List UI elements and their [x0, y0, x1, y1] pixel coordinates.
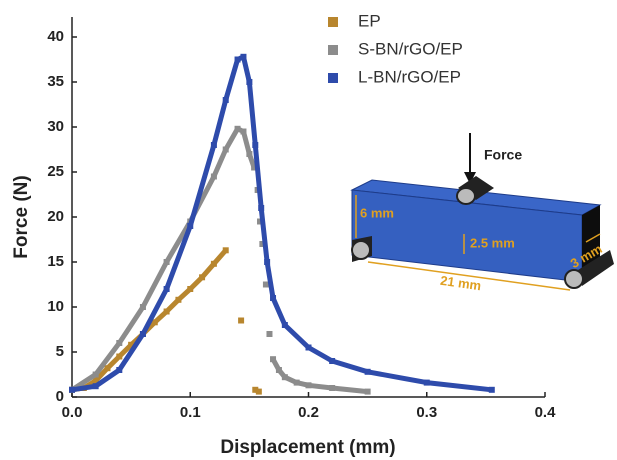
point [187, 286, 194, 292]
y-tick-label: 20 [47, 208, 64, 225]
legend-label: L-BN/rGO/EP [358, 67, 461, 86]
point [270, 356, 277, 363]
y-tick-label: 15 [47, 253, 64, 270]
point [423, 379, 430, 386]
point [199, 274, 206, 281]
point [305, 344, 312, 351]
legend-marker [328, 45, 338, 55]
point [222, 97, 229, 103]
point [210, 173, 217, 180]
point [139, 304, 146, 310]
point [92, 383, 99, 390]
y-tick-label: 35 [47, 73, 64, 90]
point [264, 259, 271, 265]
point [116, 353, 123, 360]
inset-diagram: Force 6 mm 2.5 mm 21 mm 3 mm [350, 133, 614, 294]
x-tick-label: 0.0 [62, 404, 83, 421]
y-tick-label: 40 [47, 28, 64, 45]
dimension-lines [355, 195, 601, 291]
x-tick-label: 0.2 [298, 404, 319, 421]
length-label: 21 mm [439, 273, 482, 294]
x-axis-title: Displacement (mm) [220, 437, 395, 458]
point [92, 377, 99, 384]
y-axis-title: Force (N) [11, 175, 32, 258]
point [222, 146, 229, 153]
point [329, 358, 336, 364]
point [252, 386, 259, 393]
point [210, 142, 217, 148]
point [364, 388, 371, 395]
point [259, 241, 266, 247]
height-label: 6 mm [360, 205, 394, 220]
point [246, 151, 253, 157]
point [251, 164, 258, 171]
point [116, 367, 123, 373]
point [281, 374, 288, 381]
point [275, 367, 282, 373]
force-label: Force [484, 147, 522, 163]
point [252, 142, 259, 148]
point [163, 259, 170, 265]
plot-area: 0.0 0.1 0.2 0.3 0.4 0 5 10 15 20 25 30 35 40 [47, 17, 556, 421]
y-tick-label: 5 [56, 343, 64, 360]
point [175, 296, 182, 303]
point [255, 388, 262, 395]
legend-marker [328, 73, 338, 83]
y-tick-label: 30 [47, 118, 64, 135]
point [139, 331, 146, 337]
point [128, 341, 135, 348]
y-tick-label: 0 [56, 388, 64, 405]
point [187, 223, 194, 229]
y-tick-label: 10 [47, 298, 64, 315]
force-arrowhead [464, 172, 476, 184]
point [281, 322, 288, 328]
point [293, 379, 300, 386]
point [257, 218, 264, 225]
point [488, 386, 495, 393]
legend-marker [328, 17, 338, 27]
point [258, 205, 265, 211]
point [266, 331, 273, 337]
point [116, 340, 123, 346]
point [92, 371, 99, 378]
point [222, 247, 229, 254]
point [151, 319, 158, 326]
legend-label: EP [358, 11, 381, 30]
x-tick-label: 0.3 [416, 404, 437, 421]
point [262, 281, 269, 288]
x-tick-label: 0.4 [535, 404, 557, 421]
point [210, 260, 217, 267]
point [234, 125, 241, 132]
point [238, 317, 245, 324]
y-tick-label: 25 [47, 163, 64, 180]
point [270, 295, 277, 301]
point [329, 385, 336, 391]
point [104, 365, 111, 372]
roller-left [351, 236, 372, 262]
point [246, 79, 253, 85]
point [240, 128, 247, 135]
point [305, 382, 312, 389]
point [364, 368, 371, 375]
roller-right [564, 250, 614, 289]
x-tick-label: 0.1 [180, 404, 201, 421]
thickness-label: 2.5 mm [470, 235, 515, 250]
point [163, 286, 170, 292]
roller-top [456, 176, 494, 205]
point [234, 56, 241, 63]
legend-label: S-BN/rGO/EP [358, 39, 463, 58]
point [163, 308, 170, 315]
point [240, 53, 247, 60]
point [69, 386, 75, 393]
